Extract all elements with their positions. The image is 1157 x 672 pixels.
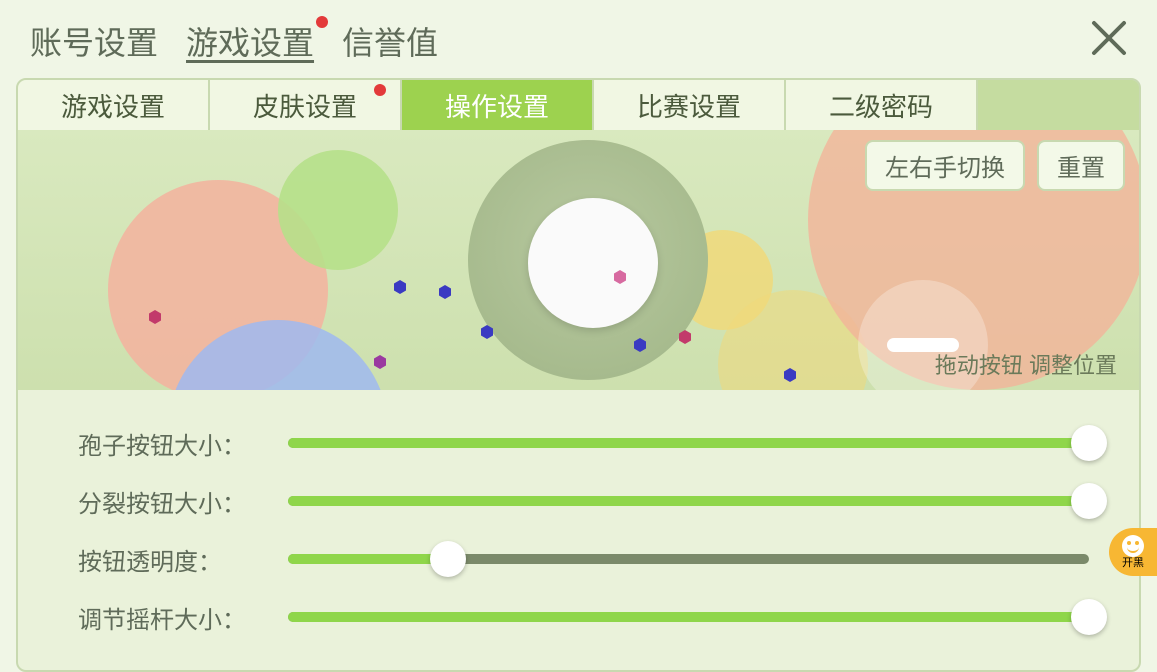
slider-track[interactable] <box>288 541 1089 577</box>
subtab-match-label: 比赛设置 <box>637 87 741 124</box>
subtabs: 游戏设置 皮肤设置 操作设置 比赛设置 二级密码 <box>18 80 1139 130</box>
subtab-skin[interactable]: 皮肤设置 <box>210 80 402 130</box>
slider-track-fill <box>288 496 1089 506</box>
red-dot-icon <box>374 84 386 96</box>
slider-thumb[interactable] <box>430 541 466 577</box>
sliders-section: 孢子按钮大小： 分裂按钮大小： 按钮透明度： 调节摇杆大小： <box>18 390 1139 670</box>
hex-dot <box>148 310 162 324</box>
party-badge-label: 开黑 <box>1122 558 1144 569</box>
top-nav-account[interactable]: 账号设置 <box>30 18 158 64</box>
close-button[interactable] <box>1089 18 1129 58</box>
slider-track-fill <box>288 612 1089 622</box>
hex-dot <box>678 330 692 344</box>
control-preview: 左右手切换重置拖动按钮 调整位置 <box>18 130 1139 390</box>
settings-panel: 游戏设置 皮肤设置 操作设置 比赛设置 二级密码 左右手切换重置拖动按钮 调整位… <box>16 78 1141 672</box>
hex-dot <box>373 355 387 369</box>
hex-dot <box>393 280 407 294</box>
slider-row: 孢子按钮大小： <box>78 414 1089 472</box>
top-nav-game-label: 游戏设置 <box>186 25 314 61</box>
slider-row: 按钮透明度： <box>78 530 1089 588</box>
slider-label: 按钮透明度： <box>78 542 288 577</box>
party-badge[interactable]: 开黑 <box>1109 528 1157 576</box>
subtab-control-label: 操作设置 <box>445 87 549 124</box>
slider-row: 调节摇杆大小： <box>78 588 1089 646</box>
hex-dot <box>783 368 797 382</box>
subtab-spacer <box>978 80 1139 130</box>
slider-label: 孢子按钮大小： <box>78 426 288 461</box>
slider-track[interactable] <box>288 599 1089 635</box>
slider-thumb[interactable] <box>1071 483 1107 519</box>
decor-blob <box>278 150 398 270</box>
preview-button-row: 左右手切换重置 <box>865 140 1125 191</box>
smile-icon <box>1122 535 1144 557</box>
top-nav: 账号设置 游戏设置 信誉值 <box>0 0 1157 78</box>
slider-track[interactable] <box>288 483 1089 519</box>
slider-track-fill <box>288 438 1089 448</box>
top-nav-account-label: 账号设置 <box>30 25 158 61</box>
slider-track[interactable] <box>288 425 1089 461</box>
slider-label: 分裂按钮大小： <box>78 484 288 519</box>
subtab-password[interactable]: 二级密码 <box>786 80 978 130</box>
preview-hint: 拖动按钮 调整位置 <box>935 348 1117 380</box>
red-dot-icon <box>316 16 328 28</box>
slider-row: 分裂按钮大小： <box>78 472 1089 530</box>
slider-thumb[interactable] <box>1071 599 1107 635</box>
joystick-knob[interactable] <box>528 198 658 328</box>
subtab-password-label: 二级密码 <box>829 87 933 124</box>
hex-dot <box>613 270 627 284</box>
reset-button[interactable]: 重置 <box>1037 140 1125 191</box>
hex-dot <box>438 285 452 299</box>
top-nav-credit[interactable]: 信誉值 <box>342 18 438 64</box>
subtab-skin-label: 皮肤设置 <box>253 87 357 124</box>
subtab-game-label: 游戏设置 <box>61 87 165 124</box>
slider-label: 调节摇杆大小： <box>78 600 288 635</box>
subtab-game[interactable]: 游戏设置 <box>18 80 210 130</box>
close-icon <box>1089 18 1129 58</box>
subtab-match[interactable]: 比赛设置 <box>594 80 786 130</box>
top-nav-game[interactable]: 游戏设置 <box>186 18 314 64</box>
hex-dot <box>480 325 494 339</box>
slider-track-fill <box>288 554 448 564</box>
swap-hand-button[interactable]: 左右手切换 <box>865 140 1025 191</box>
top-nav-credit-label: 信誉值 <box>342 25 438 61</box>
subtab-control[interactable]: 操作设置 <box>402 80 594 130</box>
hex-dot <box>633 338 647 352</box>
slider-thumb[interactable] <box>1071 425 1107 461</box>
